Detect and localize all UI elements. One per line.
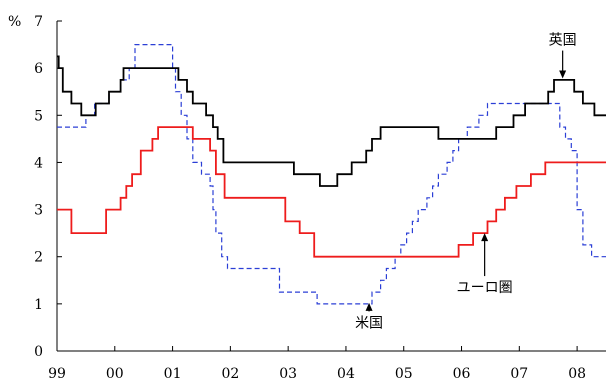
- x-tick-label: 99: [48, 366, 66, 382]
- annotation-arrow-head: [365, 302, 373, 311]
- y-unit-label: %: [8, 14, 21, 30]
- y-tick-label: 7: [34, 14, 43, 30]
- y-tick-label: 0: [34, 344, 43, 360]
- x-tick-label: 06: [453, 366, 471, 382]
- annotation-arrow-head: [481, 233, 489, 242]
- y-tick-label: 4: [34, 155, 43, 171]
- x-tick-label: 00: [106, 366, 124, 382]
- series-label-1: 米国: [355, 315, 383, 331]
- y-tick-label: 5: [34, 108, 43, 124]
- series-line-1: [57, 44, 606, 305]
- x-tick-label: 05: [395, 366, 413, 382]
- y-tick-label: 2: [34, 250, 43, 266]
- x-tick-label: 01: [164, 366, 182, 382]
- x-tick-label: 03: [279, 366, 297, 382]
- y-tick-label: 6: [34, 61, 43, 77]
- series-label-0: 英国: [549, 32, 577, 49]
- series-line-2: [57, 126, 606, 258]
- series-line-0: [57, 55, 606, 187]
- series-layer: [57, 44, 606, 305]
- y-tick-label: 3: [34, 203, 43, 219]
- x-tick-label: 04: [337, 366, 355, 382]
- y-tick-label: 1: [34, 297, 43, 313]
- series-label-2: ユーロ圏: [457, 280, 513, 296]
- annotation-arrow-head: [559, 70, 567, 79]
- x-tick-label: 07: [510, 366, 528, 382]
- x-tick-label: 08: [568, 366, 586, 382]
- x-tick-label: 02: [221, 366, 239, 382]
